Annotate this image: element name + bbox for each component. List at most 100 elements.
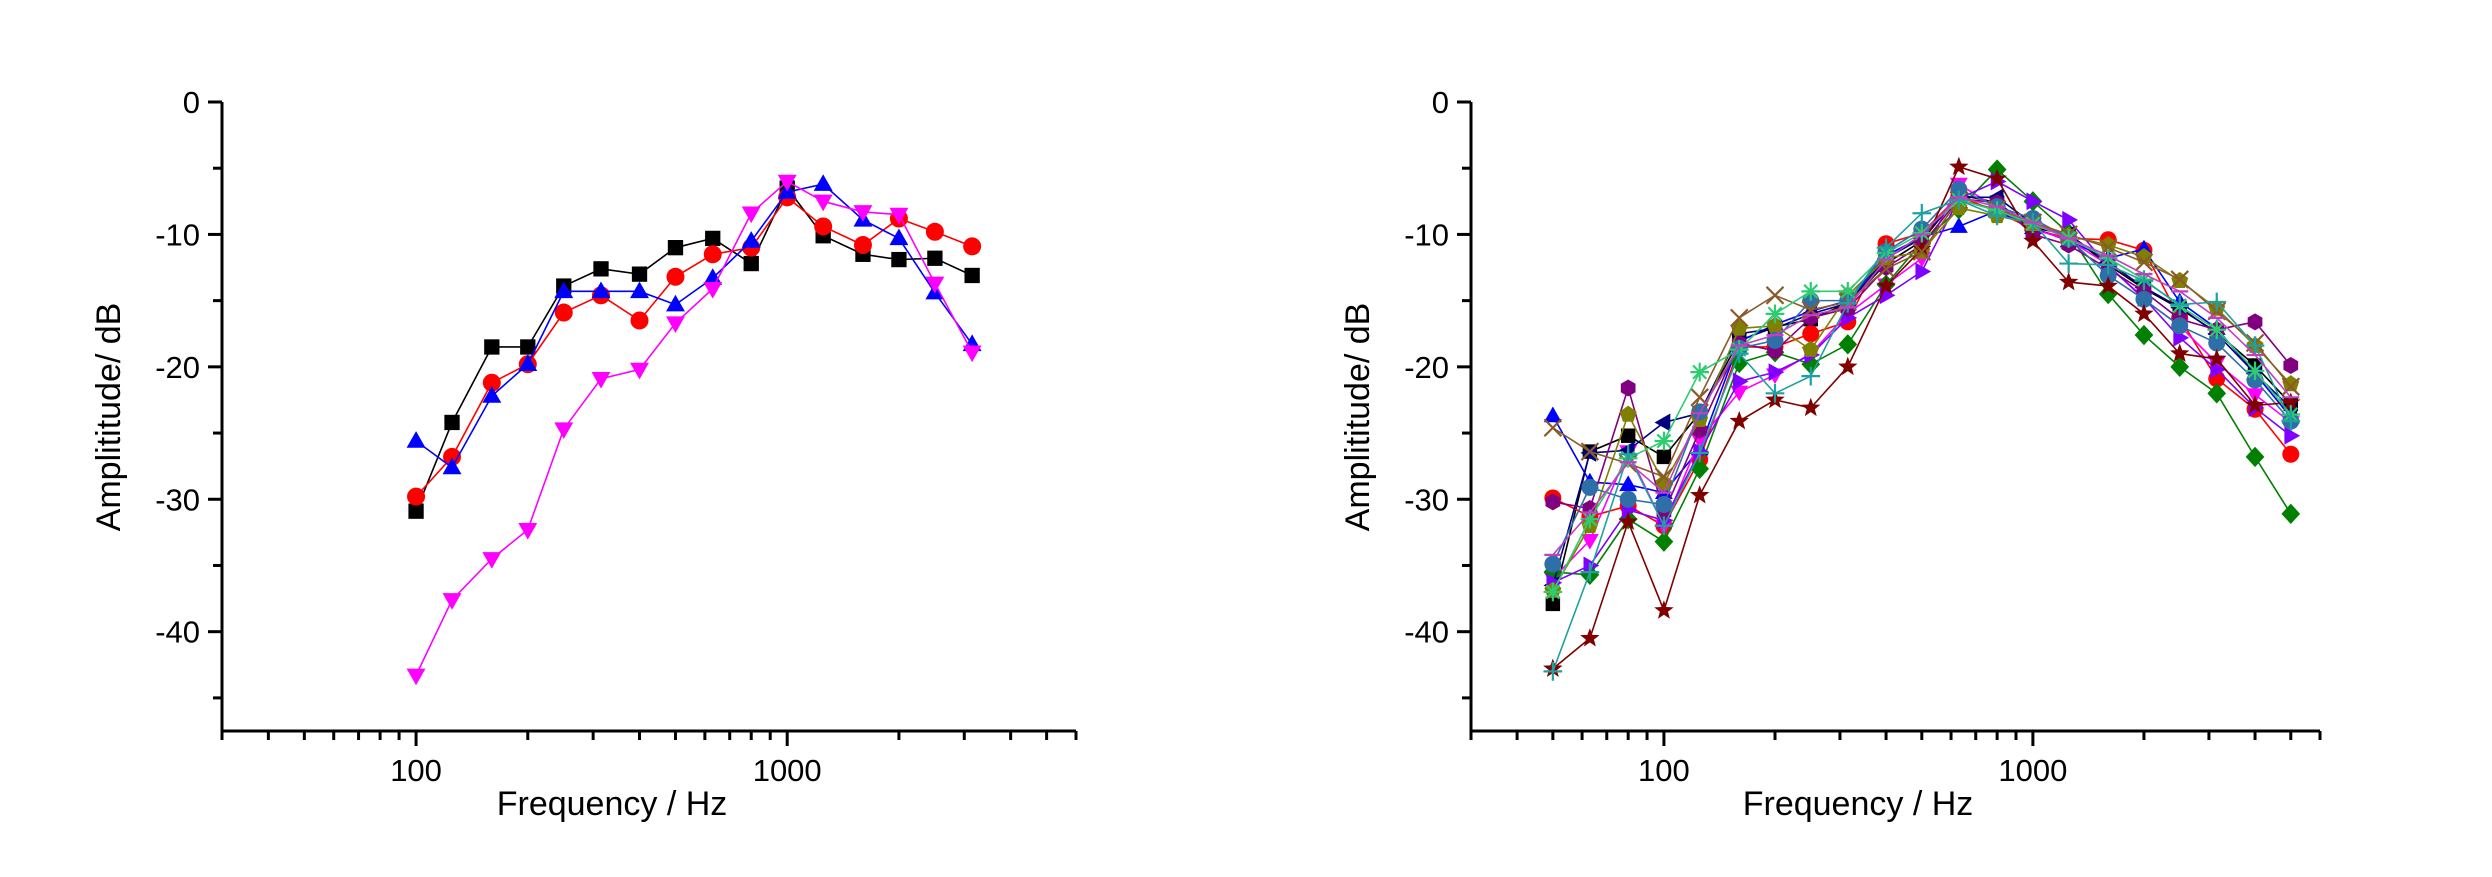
- series-4: [406, 174, 982, 686]
- data-point-triangle-down: [741, 206, 761, 224]
- data-point-circle: [630, 311, 649, 330]
- data-point-circle: [925, 222, 944, 241]
- data-point-triangle-right: [2026, 192, 2043, 211]
- data-point-pentagon: [1802, 340, 1820, 357]
- data-point-triangle-up: [406, 431, 426, 448]
- data-point-plus: [2207, 292, 2227, 312]
- data-point-triangle-up: [666, 294, 685, 312]
- data-point-square: [667, 240, 684, 256]
- data-point-star: [1876, 275, 1896, 295]
- data-point-triangle-right: [2284, 426, 2301, 445]
- data-point-triangle-down: [925, 276, 945, 294]
- data-point-diamond: [2281, 503, 2301, 525]
- data-point-triangle-up: [1543, 406, 1562, 423]
- data-point-triangle-down: [889, 207, 909, 225]
- data-point-triangle-down: [482, 552, 502, 569]
- data-point-circle: [1802, 325, 1820, 343]
- data-point-triangle-right: [1915, 262, 1932, 281]
- y-tick-label: 0: [183, 85, 200, 120]
- data-point-star: [1618, 511, 1638, 531]
- data-point-hexagon: [1620, 379, 1636, 397]
- data-point-asterisk: [2207, 320, 2227, 340]
- series-line: [415, 196, 973, 498]
- data-point-triangle-down: [703, 281, 723, 299]
- data-point-plus: [2245, 336, 2265, 356]
- y-tick-label: -20: [1404, 350, 1449, 385]
- data-point-triangle-up: [889, 228, 909, 246]
- data-point-triangle-down: [1580, 533, 1599, 550]
- data-point-x-cross: [2134, 252, 2154, 272]
- data-point-star: [1654, 600, 1674, 619]
- chart-panel-right: 0 -10 -20 -30 -40 100 1000 Frequency / Hz Ampl…: [1339, 85, 2322, 823]
- data-point-square: [927, 250, 943, 266]
- axes-right: 0 -10 -20 -30 -40 100 1000: [1404, 85, 2322, 788]
- data-point-sphere: [2208, 334, 2226, 352]
- data-point-triangle-down: [853, 205, 873, 222]
- data-point-x-cross: [1580, 442, 1600, 461]
- data-point-asterisk: [2245, 361, 2265, 381]
- data-point-circle: [443, 447, 462, 466]
- data-point-diamond: [2170, 356, 2190, 378]
- data-point-sphere: [2171, 317, 2189, 335]
- data-point-sphere: [1581, 478, 1599, 496]
- data-point-pentagon: [1655, 474, 1673, 491]
- data-point-star: [1729, 410, 1749, 430]
- data-point-pentagon: [1730, 319, 1748, 336]
- data-point-circle: [554, 303, 573, 322]
- data-point-square: [593, 261, 609, 277]
- data-point-plus: [2098, 255, 2118, 275]
- data-point-hexagon: [2283, 357, 2299, 375]
- data-point-triangle-down: [962, 345, 982, 363]
- data-point-square: [964, 267, 980, 284]
- x-axis-title-right: Frequency / Hz: [1743, 785, 1974, 823]
- data-point-star: [1580, 628, 1600, 647]
- data-point-star: [2023, 230, 2043, 250]
- data-point-asterisk: [1580, 509, 1600, 529]
- data-point-triangle-up: [482, 386, 502, 403]
- data-point-square: [408, 503, 424, 519]
- data-point-triangle-up: [442, 457, 462, 475]
- data-point-triangle-up: [591, 281, 611, 299]
- series-3: [406, 174, 982, 475]
- y-tick-label: -10: [1404, 217, 1449, 252]
- data-point-triangle-right: [1693, 442, 1710, 461]
- data-point-triangle-up: [518, 354, 538, 371]
- data-point-asterisk: [1801, 282, 1821, 301]
- series-group-right: [1543, 156, 2301, 681]
- data-point-plus: [1949, 190, 1969, 210]
- data-point-triangle-right: [2210, 360, 2227, 379]
- data-point-pentagon: [2282, 375, 2300, 392]
- data-point-plus: [2059, 254, 2078, 273]
- data-point-star: [2170, 343, 2190, 362]
- data-point-diamond: [2245, 446, 2265, 468]
- data-point-triangle-up: [1949, 217, 1968, 233]
- data-point-diamond: [1654, 531, 1674, 552]
- y-tick-label: -20: [155, 350, 200, 385]
- data-point-star: [2058, 271, 2079, 291]
- data-point-triangle-down: [554, 422, 574, 439]
- data-point-plus: [1543, 662, 1563, 681]
- data-point-square: [444, 414, 460, 431]
- x-tick-label: 100: [1638, 753, 1690, 788]
- data-point-hexagon: [1545, 493, 1561, 511]
- data-point-asterisk: [1765, 304, 1785, 324]
- data-point-plus: [1618, 444, 1638, 464]
- data-point-triangle-up: [741, 231, 761, 248]
- data-point-star: [1838, 356, 1858, 376]
- data-point-asterisk: [1912, 223, 1932, 243]
- series-1: [408, 180, 980, 519]
- data-point-plus: [1765, 383, 1785, 403]
- data-point-sphere: [2135, 290, 2153, 308]
- data-point-star: [1912, 238, 1932, 258]
- data-point-x-cross: [2170, 270, 2189, 289]
- data-point-circle: [963, 237, 982, 256]
- data-point-square: [1656, 449, 1672, 465]
- data-point-triangle-down: [630, 362, 649, 380]
- data-point-plus: [1801, 366, 1821, 386]
- x-tick-label: 100: [390, 753, 442, 788]
- data-point-circle: [853, 236, 872, 255]
- data-point-x-cross: [1729, 308, 1749, 328]
- data-point-triangle-right: [1732, 372, 1749, 391]
- data-point-x-cross: [1912, 242, 1932, 261]
- x-tick-label: 1000: [753, 753, 822, 788]
